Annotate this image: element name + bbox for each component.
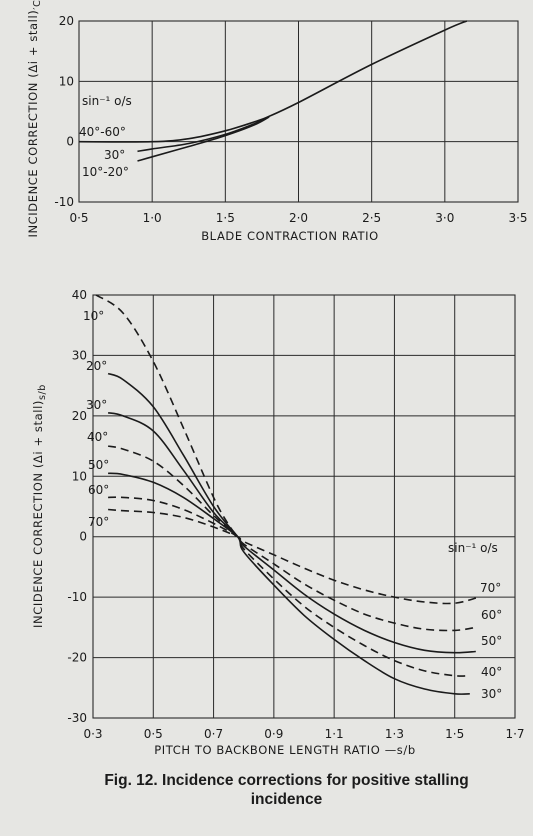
x-tick-label: 1·5 [445, 727, 464, 741]
series-line [137, 116, 270, 162]
y-tick-label: 10 [59, 74, 74, 88]
series-line [107, 445, 470, 677]
y-tick-label: 0 [79, 530, 87, 544]
series-lines [95, 294, 480, 695]
label-40-60: 40°-60° [79, 125, 126, 139]
caption-line-2: incidence [250, 791, 323, 808]
y-axis-label: INCIDENCE CORRECTION (Δi + stall)s/b [31, 384, 48, 628]
series-line [95, 294, 239, 538]
series-line [108, 472, 476, 654]
y-tick-labels: -30 -20 -10 0 10 20 30 40 [67, 288, 87, 725]
x-tick-label: 0·7 [204, 727, 223, 741]
label-50-right: 50° [481, 634, 502, 648]
legend-title: sin⁻¹ o/s [448, 541, 498, 555]
grid-lines [93, 295, 515, 718]
x-tick-label: 1·3 [385, 727, 404, 741]
series-lines [78, 20, 468, 162]
plot-frame [92, 294, 516, 719]
caption-line-1: Fig. 12. Incidence corrections for posit… [104, 772, 469, 789]
x-tick-label: 1·1 [325, 727, 344, 741]
x-tick-label: 1·5 [216, 211, 235, 225]
x-tick-label: 1·0 [143, 211, 162, 225]
y-tick-label: 20 [59, 14, 74, 28]
label-10-left: 10° [83, 309, 104, 323]
label-70-left: 70° [88, 515, 109, 529]
y-tick-label: 20 [72, 409, 87, 423]
label-60-right: 60° [481, 608, 502, 622]
series-line [107, 372, 239, 538]
y-tick-labels: -10 0 10 20 [54, 14, 74, 209]
x-tick-label: 2·5 [362, 211, 381, 225]
x-tick-label: 3·5 [508, 211, 527, 225]
label-40-right: 40° [481, 665, 502, 679]
y-tick-label: -20 [67, 651, 87, 665]
plot-frame [78, 20, 519, 203]
x-tick-label: 0·3 [83, 727, 102, 741]
y-tick-label: 0 [66, 135, 74, 149]
x-axis-label: PITCH TO BACKBONE LENGTH RATIO —s/b [154, 743, 416, 757]
series-line [108, 496, 476, 632]
figure-caption: Fig. 12. Incidence corrections for posit… [0, 771, 533, 809]
label-60-left: 60° [88, 483, 109, 497]
x-tick-labels: 0·5 1·0 1·5 2·0 2·5 3·0 3·5 [69, 211, 527, 225]
y-tick-label: 30 [72, 348, 87, 362]
y-tick-label: -30 [67, 711, 87, 725]
x-axis-label: BLADE CONTRACTION RATIO [201, 229, 379, 243]
label-40-left: 40° [87, 430, 108, 444]
legend-title: sin⁻¹ o/s [82, 94, 132, 108]
series-line [108, 508, 480, 605]
series-line [137, 115, 270, 153]
label-50-left: 50° [88, 458, 109, 472]
x-tick-label: 0·9 [264, 727, 283, 741]
label-30-left: 30° [86, 398, 107, 412]
pitch-backbone-chart: 0·3 0·5 0·7 0·9 1·1 1·3 1·5 1·7 -30-20-10010203… [31, 288, 525, 757]
label-10-20: 10°-20° [82, 165, 129, 179]
x-tick-label: 0·5 [144, 727, 163, 741]
blade-contraction-chart: 0·5 1·0 1·5 2·0 2·5 3·0 3·5 -10 0 10 20 BLADE CON… [26, 0, 528, 243]
y-tick-label: 10 [72, 469, 87, 483]
x-tick-label: 2·0 [289, 211, 308, 225]
y-axis-label: INCIDENCE CORRECTION (Δi + stall)′CR [26, 0, 43, 238]
series-line [107, 412, 470, 695]
grid-lines [79, 21, 518, 202]
x-tick-label: 3·0 [435, 211, 454, 225]
label-30-right: 30° [481, 687, 502, 701]
x-tick-label: 1·7 [505, 727, 524, 741]
x-tick-labels: 0·3 0·5 0·7 0·9 1·1 1·3 1·5 1·7 [83, 727, 524, 741]
label-30: 30° [104, 148, 125, 162]
y-tick-label: -10 [54, 195, 74, 209]
y-tick-label: -10 [67, 590, 87, 604]
label-20-left: 20° [86, 359, 107, 373]
x-tick-label: 0·5 [69, 211, 88, 225]
label-70-right: 70° [480, 581, 501, 595]
y-tick-label: 40 [72, 288, 87, 302]
